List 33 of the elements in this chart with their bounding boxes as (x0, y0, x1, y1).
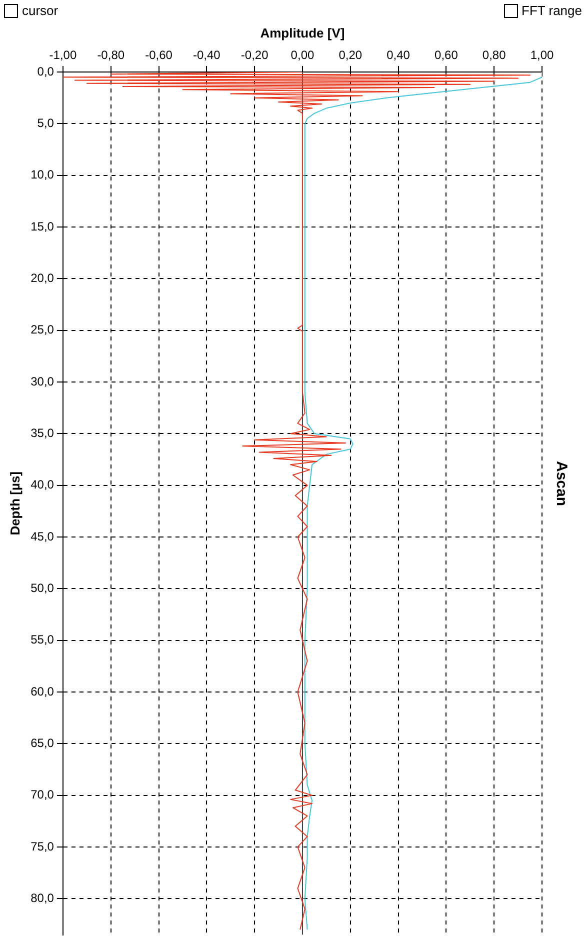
x-tick-label: 0,00 (290, 48, 314, 62)
x-tick-label: 0,40 (386, 48, 410, 62)
y-tick-label: 45,0 (30, 529, 54, 544)
x-tick-label: -0,80 (97, 48, 125, 62)
y-tick-label: 65,0 (30, 736, 54, 750)
y-tick-label: 40,0 (30, 478, 54, 492)
y-tick-label: 75,0 (30, 839, 54, 854)
x-tick-label: -0,60 (145, 48, 173, 62)
x-tick-label: 0,60 (434, 48, 458, 62)
y-tick-label: 55,0 (30, 632, 54, 647)
x-tick-label: 0,80 (482, 48, 506, 62)
y-tick-label: 20,0 (30, 270, 54, 285)
y-tick-label: 15,0 (30, 219, 54, 234)
y-tick-label: 10,0 (30, 168, 54, 182)
text: cursor (22, 3, 58, 18)
y-tick-label: 70,0 (30, 788, 54, 802)
x-tick-label: 1,00 (530, 48, 554, 62)
y-tick-label: 30,0 (30, 374, 54, 388)
x-tick-label: -0,40 (192, 48, 221, 62)
text: Ascan (552, 460, 570, 506)
x-tick-label: -1,00 (49, 48, 77, 62)
y-tick-label: 35,0 (30, 426, 54, 440)
x-tick-label: 0,20 (338, 48, 362, 62)
x-tick-label: -0,20 (240, 48, 269, 62)
y-tick-label: 60,0 (30, 684, 54, 698)
y-tick-label: 0,0 (37, 64, 54, 78)
y-tick-label: 5,0 (37, 116, 54, 130)
text: FFT range (522, 3, 582, 18)
y-tick-label: 50,0 (30, 580, 54, 595)
y-axis-title: Depth [µs] (7, 471, 22, 536)
y-tick-label: 80,0 (30, 890, 54, 905)
x-axis-title: Amplitude [V] (260, 25, 345, 40)
y-tick-label: 25,0 (30, 322, 54, 337)
